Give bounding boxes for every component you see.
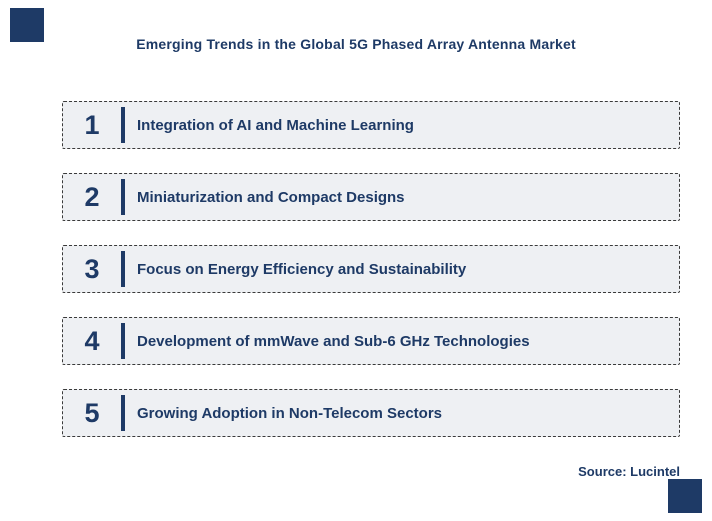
trend-number: 4 [84, 325, 100, 356]
trend-number: 1 [84, 109, 100, 140]
trend-number: 5 [84, 397, 100, 428]
corner-square-bottom-right [668, 479, 702, 513]
trend-item-4: 4 Development of mmWave and Sub-6 GHz Te… [62, 317, 680, 365]
trend-number: 2 [84, 181, 100, 212]
trend-item-1: 1 Integration of AI and Machine Learning [62, 101, 680, 149]
trend-label: Development of mmWave and Sub-6 GHz Tech… [137, 332, 530, 350]
trend-label: Focus on Energy Efficiency and Sustainab… [137, 260, 467, 278]
trend-list: 1 Integration of AI and Machine Learning… [62, 101, 680, 437]
divider-bar [121, 323, 125, 359]
trend-label: Growing Adoption in Non-Telecom Sectors [137, 404, 443, 422]
trend-number: 3 [84, 253, 100, 284]
corner-square-top-left [10, 8, 44, 42]
divider-bar [121, 107, 125, 143]
trend-item-5: 5 Growing Adoption in Non-Telecom Sector… [62, 389, 680, 437]
divider-bar [121, 251, 125, 287]
trend-item-2: 2 Miniaturization and Compact Designs [62, 173, 680, 221]
trend-item-3: 3 Focus on Energy Efficiency and Sustain… [62, 245, 680, 293]
trend-label: Miniaturization and Compact Designs [137, 188, 405, 206]
trend-label: Integration of AI and Machine Learning [137, 116, 414, 134]
divider-bar [121, 179, 125, 215]
page-title: Emerging Trends in the Global 5G Phased … [136, 36, 576, 52]
divider-bar [121, 395, 125, 431]
source-credit: Source: Lucintel [578, 464, 680, 479]
